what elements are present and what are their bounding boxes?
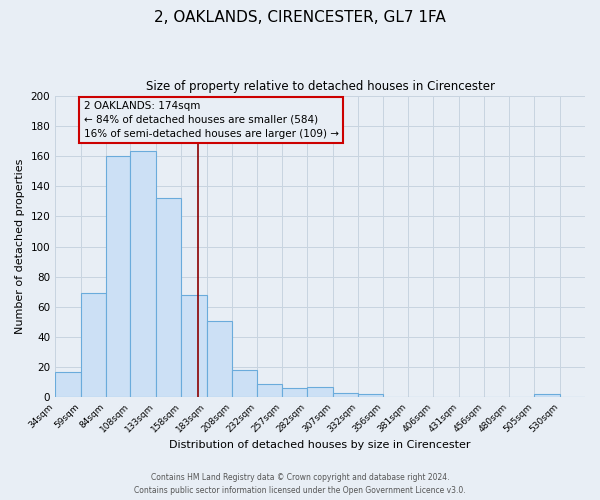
Bar bbox=[333, 393, 358, 398]
Bar bbox=[156, 198, 181, 398]
Bar bbox=[534, 394, 560, 398]
Bar bbox=[307, 387, 333, 398]
Bar bbox=[80, 294, 106, 398]
Bar bbox=[55, 372, 80, 398]
Bar bbox=[232, 370, 257, 398]
Bar bbox=[130, 152, 156, 398]
X-axis label: Distribution of detached houses by size in Cirencester: Distribution of detached houses by size … bbox=[169, 440, 471, 450]
Bar bbox=[257, 384, 282, 398]
Text: 2, OAKLANDS, CIRENCESTER, GL7 1FA: 2, OAKLANDS, CIRENCESTER, GL7 1FA bbox=[154, 10, 446, 25]
Text: Contains HM Land Registry data © Crown copyright and database right 2024.
Contai: Contains HM Land Registry data © Crown c… bbox=[134, 473, 466, 495]
Text: 2 OAKLANDS: 174sqm
← 84% of detached houses are smaller (584)
16% of semi-detach: 2 OAKLANDS: 174sqm ← 84% of detached hou… bbox=[83, 100, 338, 138]
Bar bbox=[206, 320, 232, 398]
Bar bbox=[358, 394, 383, 398]
Y-axis label: Number of detached properties: Number of detached properties bbox=[15, 159, 25, 334]
Bar bbox=[181, 295, 206, 398]
Title: Size of property relative to detached houses in Cirencester: Size of property relative to detached ho… bbox=[146, 80, 494, 93]
Bar bbox=[282, 388, 307, 398]
Bar bbox=[106, 156, 130, 398]
